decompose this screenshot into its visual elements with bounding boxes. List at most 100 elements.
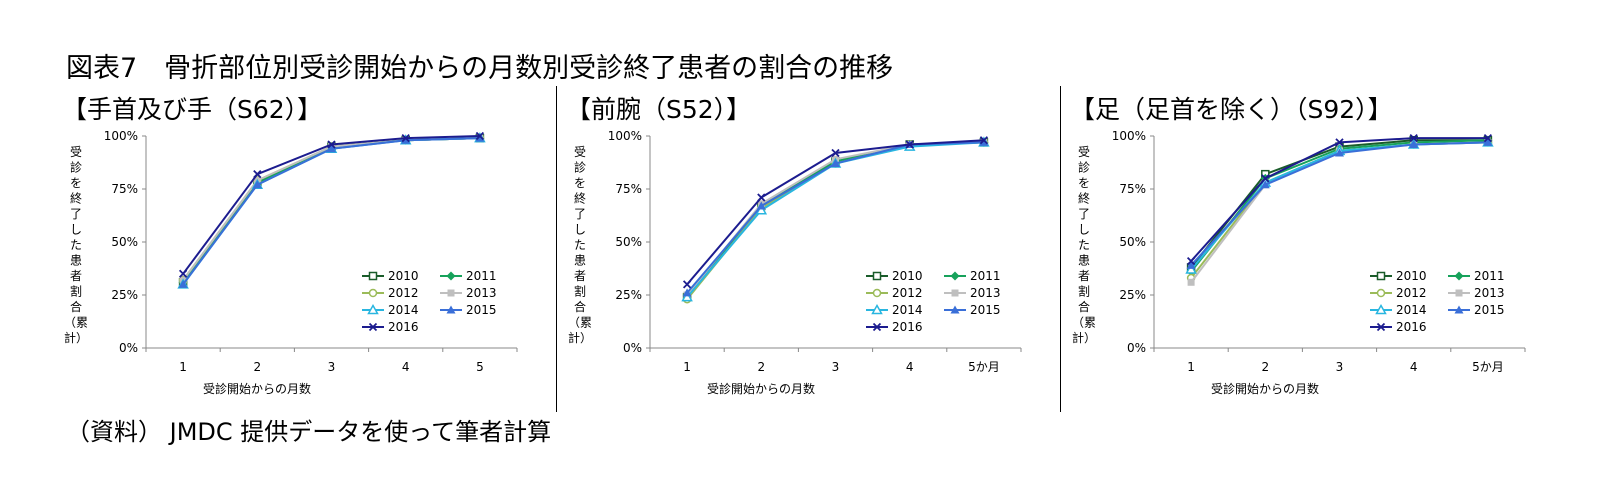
data-point-2015 — [252, 180, 262, 189]
data-point-2015 — [1186, 260, 1196, 269]
y-axis-label-char: 割 — [1078, 284, 1090, 299]
source-note: （資料） JMDC 提供データを使って筆者計算 — [66, 418, 552, 446]
series-line-2011 — [1190, 139, 1488, 273]
data-point-2016 — [757, 193, 766, 202]
y-axis-label-char: （累 — [64, 316, 88, 330]
y-axis-label-char: し — [1078, 223, 1090, 237]
series-line-2015 — [182, 137, 480, 285]
data-point-2016 — [1261, 174, 1270, 183]
data-point-2015 — [831, 159, 840, 168]
series-line-2012 — [182, 137, 480, 281]
legend-label: 2011 — [970, 269, 1001, 283]
y-tick-label: 50% — [615, 235, 642, 249]
y-tick-label: 100% — [608, 129, 642, 143]
y-axis-label-char: 合 — [70, 299, 82, 314]
chart-subtitle-1: 【手首及び手（S62）】 — [62, 95, 323, 124]
data-point-2016 — [401, 133, 410, 143]
y-axis-label-char: を — [1078, 176, 1090, 190]
legend-marker — [872, 322, 882, 332]
x-tick-label: 3 — [1336, 360, 1344, 374]
legend-marker — [368, 322, 378, 332]
data-point-2015 — [682, 288, 692, 297]
y-axis-label-char: 者 — [1078, 269, 1090, 283]
data-point-2016 — [1186, 256, 1196, 266]
y-tick-label: 50% — [111, 235, 138, 249]
y-axis-label-char: 患 — [1078, 254, 1090, 268]
legend-marker — [446, 271, 456, 281]
data-point-2015 — [979, 137, 989, 146]
data-point-2016 — [979, 136, 989, 145]
y-axis-label-char: を — [70, 176, 82, 190]
legend-label: 2011 — [466, 269, 497, 283]
legend-marker — [367, 303, 379, 315]
x-tick-label: 5 — [476, 360, 484, 374]
y-axis-label-char: た — [574, 238, 586, 252]
legend-label: 2010 — [388, 269, 419, 283]
series-line-2010 — [1190, 139, 1488, 269]
data-point-2014 — [681, 291, 693, 302]
x-tick-label: 5か月 — [968, 360, 1000, 374]
legend-label: 2012 — [892, 286, 923, 300]
data-point-2016 — [682, 280, 692, 289]
data-point-2015 — [401, 135, 411, 144]
y-axis-label-char: 了 — [574, 207, 586, 221]
y-axis-label-char: 合 — [574, 299, 586, 314]
data-point-2015 — [178, 279, 188, 288]
x-tick-label: 4 — [906, 360, 914, 374]
x-axis-label: 受診開始からの月数 — [1211, 381, 1319, 396]
y-axis-label-char: た — [1078, 238, 1090, 252]
legend-marker — [872, 288, 882, 298]
x-tick-label: 3 — [832, 360, 840, 374]
series-line-2014 — [182, 137, 480, 285]
data-point-2015 — [1409, 139, 1419, 148]
data-point-2015 — [327, 144, 336, 153]
y-tick-label: 50% — [1119, 235, 1146, 249]
y-axis-label-char: 受 — [574, 145, 586, 159]
chart-subtitle-3: 【足（足首を除く）（S92）】 — [1070, 95, 1393, 124]
legend-marker — [872, 271, 882, 281]
y-tick-label: 25% — [1119, 288, 1146, 302]
legend-label: 2013 — [970, 286, 1001, 300]
y-axis-label-char: 計） — [64, 330, 88, 345]
legend-label: 2012 — [388, 286, 419, 300]
y-tick-label: 0% — [119, 341, 138, 355]
y-axis-label-char: 割 — [70, 284, 82, 299]
y-axis-label-char: 者 — [70, 269, 82, 283]
data-point-2015 — [756, 201, 766, 210]
x-tick-label: 4 — [402, 360, 410, 374]
y-axis-label-char: 診 — [1078, 160, 1090, 175]
series-line-2016 — [1190, 137, 1488, 262]
legend-marker — [446, 305, 456, 314]
x-tick-label: 4 — [1410, 360, 1418, 374]
legend-label: 2016 — [892, 320, 923, 334]
y-axis-label-char: 者 — [574, 269, 586, 283]
legend-marker — [368, 271, 378, 281]
panel-divider-2 — [1060, 86, 1061, 412]
legend-label: 2014 — [1396, 303, 1427, 317]
data-point-2016 — [253, 170, 262, 179]
legend-label: 2015 — [466, 303, 497, 317]
y-axis-label-char: 受 — [70, 145, 82, 159]
legend-marker — [368, 288, 378, 298]
y-axis-label-char: 終 — [1078, 191, 1090, 206]
panel-divider-1 — [556, 86, 557, 412]
data-point-2015 — [1483, 137, 1493, 146]
data-point-2016 — [327, 140, 336, 149]
legend-label: 2010 — [892, 269, 923, 283]
page-title: 図表7 骨折部位別受診開始からの月数別受診終了患者の割合の推移 — [66, 53, 894, 84]
y-tick-label: 25% — [615, 288, 642, 302]
legend-label: 2013 — [466, 286, 497, 300]
x-axis-label: 受診開始からの月数 — [707, 381, 815, 396]
y-axis-label-char: 患 — [70, 254, 82, 268]
y-tick-label: 75% — [615, 182, 642, 196]
legend-marker — [950, 271, 960, 281]
data-point-2016 — [1409, 133, 1418, 143]
x-tick-label: 5か月 — [1472, 360, 1504, 374]
legend-marker — [1454, 305, 1464, 314]
data-point-2016 — [475, 131, 485, 141]
series-line-2010 — [182, 137, 480, 283]
series-line-2013 — [182, 137, 480, 281]
x-tick-label: 3 — [328, 360, 336, 374]
